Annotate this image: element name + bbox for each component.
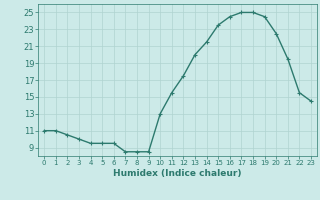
X-axis label: Humidex (Indice chaleur): Humidex (Indice chaleur) — [113, 169, 242, 178]
